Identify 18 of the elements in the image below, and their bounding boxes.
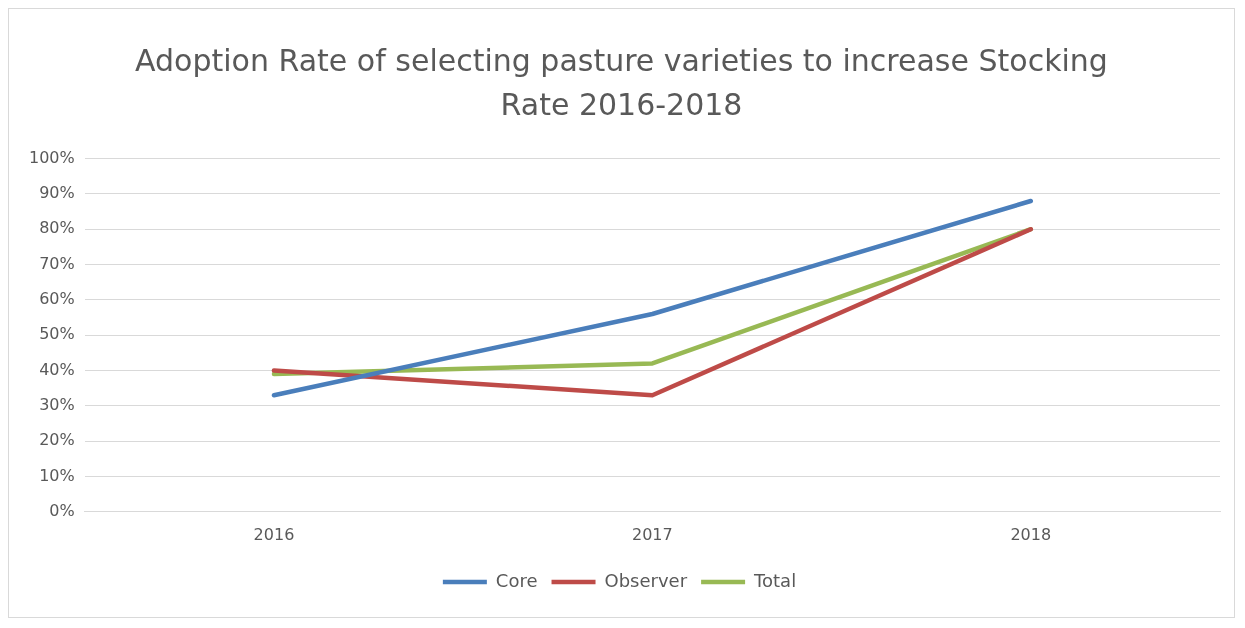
y-tick-label: 60% <box>39 289 75 309</box>
y-tick-label: 40% <box>39 359 75 379</box>
y-tick-label: 100% <box>28 147 75 167</box>
chart-title: Adoption Rate of selecting pasture varieties to increase Stocking Rate 2016-2018 <box>134 42 1109 124</box>
legend-label: Core <box>495 569 538 591</box>
y-tick-label: 80% <box>39 218 75 238</box>
y-tick-label: 30% <box>39 395 75 414</box>
x-tick-label: 2016 <box>253 524 295 544</box>
legend-label: Observer <box>604 569 688 591</box>
x-tick-label: 2018 <box>1010 524 1052 544</box>
y-tick-label: 0% <box>49 500 75 520</box>
legend-label: Total <box>753 569 797 591</box>
y-tick-label: 20% <box>39 430 75 450</box>
y-tick-label: 50% <box>39 324 75 344</box>
y-tick-label: 90% <box>39 183 75 203</box>
y-tick-label: 10% <box>39 465 75 485</box>
y-tick-label: 70% <box>39 253 75 273</box>
x-tick-label: 2017 <box>632 524 673 544</box>
